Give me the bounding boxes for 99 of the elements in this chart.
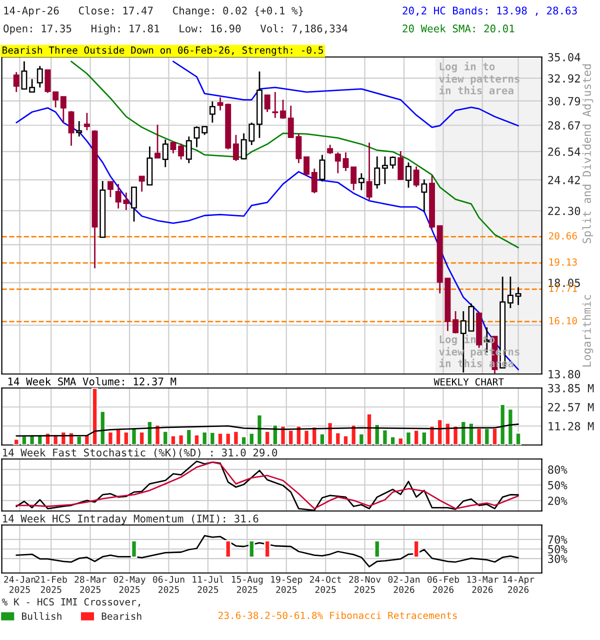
candlestick [162,138,168,168]
candlestick [342,152,349,172]
candlestick [186,136,192,164]
y-tick-label: 50% [548,481,568,490]
candlestick [21,60,28,90]
candlestick [350,166,357,191]
candlestick [413,166,420,188]
y-tick-label: 22.30 [548,206,580,216]
candlestick [507,276,514,309]
y-tick-label: 80% [548,465,568,474]
candlestick [52,91,59,108]
candlestick [154,124,161,159]
candlestick [131,186,137,222]
line-series [16,107,519,370]
text: 23.6-38.2-50-61.8% Fibonacci Retracements [218,612,457,620]
ref-line-label: 19.13 [549,258,577,266]
candlestick [107,181,114,198]
candlestick [421,178,428,212]
text: Logarithmic [582,295,594,366]
candlestick [374,156,380,190]
line-series [16,535,519,568]
candlestick [304,156,310,176]
y-tick-label: 32.92 [548,74,580,83]
candlestick [84,112,90,131]
x-tick-label: 02-Jan 2026 [388,576,420,593]
ref-line-label: 20.66 [549,232,577,240]
text: Split and Dividend Adjusted [582,64,594,244]
candlestick [264,94,270,113]
text: WEEKLY CHART [434,378,504,386]
x-tick-label: 28-Nov 2025 [349,576,381,593]
text: 20,2 HC Bands: 13.98 , 28.63 [402,6,577,16]
text: Bearish Three Outside Down on 06-Feb-26, Strength: -0.5 [2,46,323,56]
y-tick-label: 28.67 [548,121,580,130]
candlestick [209,100,216,124]
y-tick-label: 22.57 M [548,403,594,412]
candlestick [366,142,372,201]
candlestick [13,71,20,93]
x-tick-label: 24-Oct 2025 [310,576,341,593]
x-tick-label: 13-Mar 2026 [467,576,498,593]
candlestick [170,140,176,154]
x-tick-label: 28-Mar 2025 [74,576,106,593]
candlestick [390,156,396,170]
candlestick [217,96,224,112]
ref-line-label: 16.10 [549,317,577,324]
line-series [172,60,519,128]
candlestick [138,176,145,192]
candlestick [76,120,82,138]
candlestick [44,69,51,94]
legend-title: % K - HCS IMI Crossover, [2,598,140,607]
chart-title: 14-Apr-26 Close: 17.47 Change: 0.02 {+0.1 %} [4,6,303,17]
x-tick-label: 19-Sep 2025 [271,576,302,593]
y-tick-label: 50% [548,545,568,554]
candlestick [280,99,286,120]
candlestick [272,91,278,119]
chart-subtitle: Open: 17.35 High: 17.81 Low: 16.90 Vol: 7,186,334 [4,24,348,35]
legend-label: Bearish [102,612,142,620]
candlestick [406,162,412,188]
y-tick-label: 20% [548,496,568,506]
y-tick-label: 13.80 [548,370,580,378]
legend-label: Bullish [22,612,62,620]
x-tick-label: 14-Apr 2026 [503,576,534,593]
y-tick-label: 11.28 M [548,422,594,430]
y-tick-label: 26.54 [548,148,580,156]
y-tick-label: 24.42 [548,176,580,184]
candlestick [515,286,522,306]
chart-title: 14 Week Fast Stochastic (%K)(%D) : 31.0 29.0 [3,448,278,458]
candlestick [398,150,404,180]
y-tick-label: 30.79 [548,96,580,106]
y-tick-label: 30% [548,554,568,564]
y-tick-label: 35.04 [548,53,580,62]
candlestick [334,152,341,174]
y-tick-label: 33.85 M [548,384,594,392]
x-tick-label: 11-Jul 2025 [192,576,224,593]
candlestick [327,144,334,155]
candlestick [60,96,66,124]
candlestick [382,156,388,185]
line-series [70,60,519,248]
candlestick [452,310,459,334]
candlestick [68,110,74,146]
candlestick [36,65,43,88]
x-tick-label: 06-Jun 2025 [153,576,184,593]
text: 14 Week SMA Volume: 12.37 M [8,377,176,386]
candlestick [178,142,184,160]
x-tick-label: 06-Feb 2026 [427,576,459,593]
candlestick [29,78,36,93]
chart-title: 14 Week HCS Intraday Momentum (IMI): 31.6 [3,514,258,525]
x-tick-label: 21-Feb 2025 [35,576,67,593]
candlestick [319,154,326,182]
candlestick [358,172,364,191]
candlestick [194,126,200,148]
candlestick [232,134,239,162]
y-tick-label: 70% [548,535,568,544]
x-tick-label: 15-Aug 2025 [232,576,263,593]
text: 20 Week SMA: 20.01 [402,24,514,32]
line-series [16,423,519,437]
candlestick [311,168,318,194]
x-tick-label: 24-Jan 2025 [4,576,36,593]
band-label: Log in to view patterns in this area [439,62,520,94]
x-tick-label: 02-May 2025 [114,576,146,593]
